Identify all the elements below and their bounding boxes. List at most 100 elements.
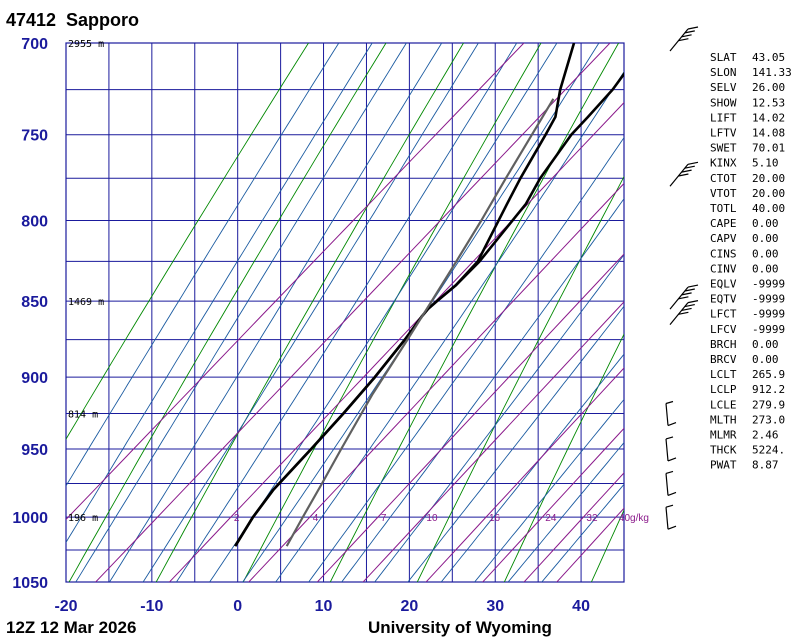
label-layer: 700 750 800 850 900 950 1000 1050 -20 -10 0 10 20 30 4…	[12, 36, 649, 615]
index-value: -9999	[752, 323, 785, 336]
series-layer	[234, 43, 624, 547]
index-key: TOTL	[710, 202, 737, 215]
index-value: 12.53	[752, 96, 785, 109]
wind-barb-feather	[684, 288, 695, 292]
wind-barb-feather	[665, 470, 674, 475]
height-label: 196 m	[68, 513, 98, 524]
index-value: 912.2	[752, 383, 785, 396]
index-key: SWET	[710, 142, 737, 155]
wind-barb-shaft	[665, 403, 669, 426]
mixing-ratio-line	[425, 367, 624, 582]
mixing-ratio-label: 24	[545, 513, 557, 524]
wind-barb	[665, 400, 677, 427]
index-key: BRCH	[710, 338, 737, 351]
moist-adiabat	[407, 305, 624, 582]
wind-barb-feather	[678, 311, 689, 315]
index-value: 14.08	[752, 127, 785, 140]
wind-barb-feather	[681, 292, 692, 296]
index-value: 2.46	[752, 429, 779, 442]
index-key: LCLP	[710, 383, 737, 396]
dry-adiabat	[68, 43, 387, 582]
index-key: CAPV	[710, 232, 737, 245]
dry-adiabat	[242, 43, 542, 582]
wind-barb-feather	[684, 30, 695, 34]
index-key: LCLT	[710, 368, 737, 381]
moist-adiabat	[75, 43, 407, 582]
height-label: 814 m	[68, 410, 98, 421]
moist-adiabat	[341, 198, 624, 582]
wind-barb-shaft	[665, 438, 669, 462]
x-tick-label: 10	[315, 598, 333, 615]
grid-layer	[65, 42, 625, 583]
mixing-ratio-line	[523, 472, 624, 582]
wind-barb-feather	[665, 400, 674, 405]
mixing-ratio-line	[94, 43, 611, 582]
x-tick-label: -20	[54, 598, 77, 615]
dry-adiabat	[416, 175, 624, 582]
station-name: Sapporo	[66, 10, 139, 30]
index-value: 0.00	[752, 338, 779, 351]
y-tick-label: 700	[21, 36, 48, 53]
index-value: 0.00	[752, 247, 779, 260]
index-key: THCK	[710, 444, 737, 457]
dry-adiabat	[155, 43, 465, 582]
y-tick-label: 800	[21, 214, 48, 231]
dry-adiabat	[329, 43, 620, 582]
moist-adiabat	[175, 43, 518, 582]
wind-barb-shaft	[665, 507, 669, 530]
y-tick-label: 950	[21, 442, 48, 459]
mixing-ratio-line	[316, 253, 624, 582]
index-value: 70.01	[752, 142, 785, 155]
index-value: 265.9	[752, 368, 785, 381]
index-key: EQTV	[710, 293, 737, 306]
index-value: 43.05	[752, 51, 785, 64]
index-key: BRCV	[710, 353, 737, 366]
dry-adiabat	[503, 333, 624, 582]
index-value: 0.00	[752, 217, 779, 230]
wind-barb-feather	[667, 491, 677, 497]
mixing-ratio-label: 2	[234, 513, 240, 524]
index-key: CINS	[710, 247, 737, 260]
index-value: 5.10	[752, 157, 779, 170]
index-value: 20.00	[752, 172, 785, 185]
wind-barb	[669, 161, 699, 187]
y-tick-label: 1000	[12, 510, 48, 527]
mixing-ratio-label: 10	[426, 513, 438, 524]
y-tick-label: 750	[21, 128, 48, 145]
wind-barb-feather	[678, 173, 689, 177]
dewpoint-line	[234, 43, 576, 547]
plot-frame	[65, 42, 625, 583]
index-key: CINV	[710, 262, 737, 275]
index-value: 5224.	[752, 444, 785, 457]
wind-barb-feather	[687, 300, 699, 304]
index-value: 141.33	[752, 66, 792, 79]
index-value: 20.00	[752, 187, 785, 200]
wind-barb	[665, 504, 677, 530]
moist-adiabat	[142, 43, 479, 582]
y-tick-label: 1050	[12, 575, 48, 592]
mixing-ratio-line	[362, 301, 624, 582]
index-value: 279.9	[752, 398, 785, 411]
moist-adiabat	[541, 483, 624, 582]
moist-adiabat	[440, 353, 624, 582]
wind-barb	[665, 470, 677, 497]
parcel-path-line	[285, 98, 555, 547]
index-key: SLAT	[710, 51, 737, 64]
wind-barb-feather	[684, 303, 695, 308]
x-tick-label: -10	[140, 598, 163, 615]
footer-time: 12Z 12 Mar 2026	[6, 618, 136, 637]
station-id: 47412	[6, 10, 56, 30]
index-key: MLTH	[710, 413, 737, 426]
index-value: 0.00	[752, 353, 779, 366]
index-key: LFTV	[710, 127, 737, 140]
mixing-ratio-line	[66, 43, 525, 521]
mixing-ratio-line	[168, 101, 624, 582]
moist-adiabat	[474, 398, 624, 582]
wind-barb	[665, 436, 677, 462]
wind-barb-feather	[667, 421, 677, 427]
index-key: LFCT	[710, 308, 737, 321]
mixing-ratio-label: 40g/kg	[619, 513, 649, 524]
mixing-ratio-label: 32	[586, 513, 598, 524]
mixing-ratio-line	[482, 427, 624, 582]
